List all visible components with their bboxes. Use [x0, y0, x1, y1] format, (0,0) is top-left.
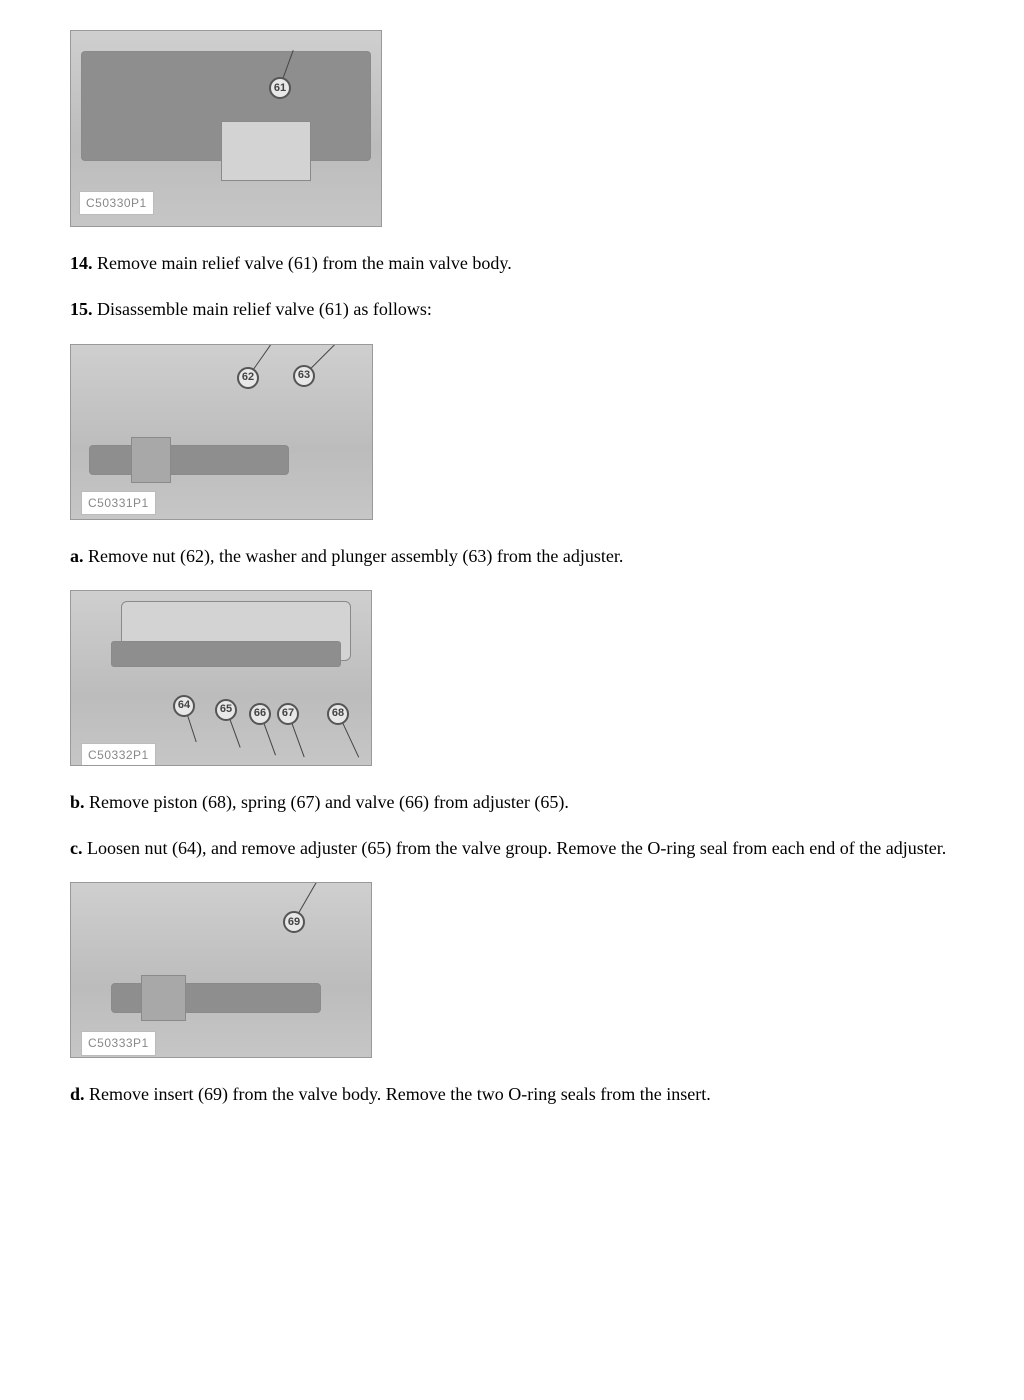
- callout-64: 64: [173, 695, 195, 717]
- step-b: b. Remove piston (68), spring (67) and v…: [70, 790, 964, 814]
- step-15-text: Disassemble main relief valve (61) as fo…: [93, 299, 432, 319]
- figure-c50333p1: C50333P169: [70, 882, 372, 1058]
- figure-id-label: C50332P1: [81, 743, 156, 766]
- step-14-text: Remove main relief valve (61) from the m…: [93, 253, 512, 273]
- step-14: 14. Remove main relief valve (61) from t…: [70, 251, 964, 275]
- step-15-num: 15.: [70, 299, 93, 319]
- figure-id-label: C50330P1: [79, 191, 154, 215]
- valve-shape: [221, 121, 311, 181]
- figure-id-label: C50331P1: [81, 491, 156, 515]
- part-shape: [141, 975, 186, 1021]
- relief-valve-shape: [89, 445, 289, 475]
- step-b-num: b.: [70, 792, 85, 812]
- callout-68: 68: [327, 703, 349, 725]
- figure-c50332p1: C50332P1 64 65 66 67 68: [70, 590, 372, 766]
- step-c: c. Loosen nut (64), and remove adjuster …: [70, 836, 964, 860]
- step-a: a. Remove nut (62), the washer and plung…: [70, 544, 964, 568]
- callout-63: 63: [293, 365, 315, 387]
- callout-66: 66: [249, 703, 271, 725]
- callout-65: 65: [215, 699, 237, 721]
- step-b-text: Remove piston (68), spring (67) and valv…: [85, 792, 569, 812]
- adjuster-shape: [111, 641, 341, 667]
- figure-id-label: C50333P1: [81, 1031, 156, 1055]
- step-a-text: Remove nut (62), the washer and plunger …: [84, 546, 624, 566]
- step-c-num: c.: [70, 838, 83, 858]
- step-d: d. Remove insert (69) from the valve bod…: [70, 1082, 964, 1106]
- callout-67: 67: [277, 703, 299, 725]
- step-15: 15. Disassemble main relief valve (61) a…: [70, 297, 964, 321]
- callout-61: 61: [269, 77, 291, 99]
- step-a-num: a.: [70, 546, 84, 566]
- callout-62: 62: [237, 367, 259, 389]
- step-d-text: Remove insert (69) from the valve body. …: [85, 1084, 711, 1104]
- figure-c50331p1: C50331P1 62 63: [70, 344, 373, 520]
- step-c-text: Loosen nut (64), and remove adjuster (65…: [83, 838, 947, 858]
- figure-c50330p1: C50330P1 61: [70, 30, 382, 227]
- step-d-num: d.: [70, 1084, 85, 1104]
- step-14-num: 14.: [70, 253, 93, 273]
- part-shape: [131, 437, 171, 483]
